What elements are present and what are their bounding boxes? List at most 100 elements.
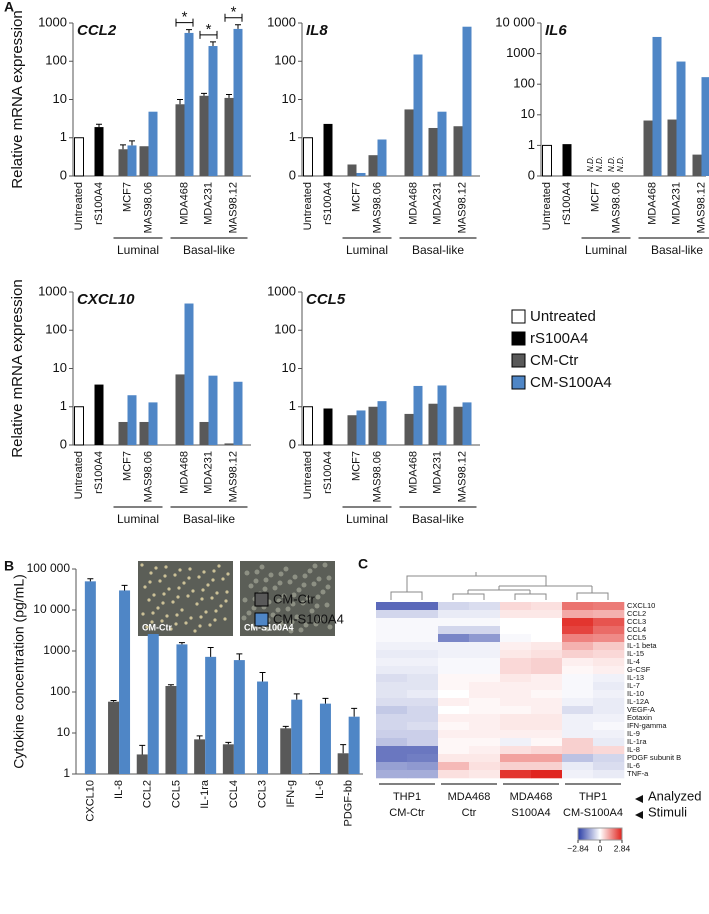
heatmap-cell bbox=[407, 610, 439, 619]
x-tick-label: MDA231 bbox=[202, 182, 214, 225]
bar bbox=[347, 164, 357, 176]
bar bbox=[184, 32, 194, 177]
heatmap-cell bbox=[531, 642, 563, 651]
heatmap-cell bbox=[469, 730, 501, 739]
y-tick-label: 1 bbox=[528, 137, 535, 152]
inset-cell bbox=[186, 594, 190, 598]
y-tick-label: 100 bbox=[45, 322, 67, 337]
heatmap-cell bbox=[469, 658, 501, 667]
heatmap-cell bbox=[407, 682, 439, 691]
heatmap-cell bbox=[500, 634, 532, 643]
heatmap-cell bbox=[531, 618, 563, 627]
dendrogram-branch bbox=[468, 586, 547, 600]
inset-cell bbox=[167, 587, 171, 591]
row-label: Eotaxin bbox=[627, 713, 652, 722]
x-tick-label: MDA468 bbox=[178, 182, 190, 225]
heatmap-cell bbox=[438, 698, 470, 707]
bar bbox=[377, 401, 387, 445]
bar bbox=[303, 137, 313, 177]
heatmap-cell bbox=[438, 674, 470, 683]
bar bbox=[428, 403, 438, 445]
inset-cell bbox=[226, 572, 230, 576]
bar bbox=[176, 644, 188, 774]
inset-cell bbox=[162, 592, 166, 596]
stimuli-label: Stimuli bbox=[648, 804, 687, 819]
heatmap-cell bbox=[531, 698, 563, 707]
heatmap-cell bbox=[500, 746, 532, 755]
heatmap-cell bbox=[562, 650, 594, 659]
bar bbox=[462, 402, 472, 445]
heatmap-cell bbox=[407, 690, 439, 699]
inset-cell bbox=[259, 564, 265, 570]
inset-cell bbox=[307, 568, 313, 574]
chart-title: IL6 bbox=[545, 22, 567, 39]
x-tick-label: CCL4 bbox=[228, 780, 240, 808]
heatmap-cell bbox=[593, 762, 625, 771]
dendrogram-branch bbox=[406, 572, 547, 588]
inset-cell bbox=[224, 599, 228, 603]
inset-cell bbox=[140, 563, 144, 567]
heatmap-cell bbox=[438, 634, 470, 643]
heatmap-cell bbox=[407, 714, 439, 723]
heatmap-cell bbox=[376, 650, 408, 659]
inset-cell bbox=[311, 581, 317, 587]
inset-cell bbox=[206, 583, 210, 587]
inset-cell bbox=[219, 604, 223, 608]
heatmap-cell bbox=[531, 626, 563, 635]
y-tick-label: 100 bbox=[274, 322, 296, 337]
bar bbox=[199, 95, 209, 176]
value-label: N.D. bbox=[616, 156, 625, 172]
inset-cell bbox=[298, 627, 304, 633]
y-tick-label: 100 bbox=[45, 53, 67, 68]
x-tick-label: rS100A4 bbox=[93, 451, 105, 494]
inset-cell bbox=[320, 589, 326, 595]
row-label: CCL4 bbox=[627, 625, 646, 634]
error-bar bbox=[210, 41, 216, 47]
bar bbox=[428, 127, 438, 176]
heatmap-cell bbox=[469, 762, 501, 771]
error-bar bbox=[340, 744, 347, 754]
x-tick-label: MAS98.12 bbox=[695, 182, 707, 233]
x-tick-label: IL-6 bbox=[314, 780, 326, 799]
heatmap-cell bbox=[438, 658, 470, 667]
heatmap-cell bbox=[469, 698, 501, 707]
heatmap-cell bbox=[469, 706, 501, 715]
x-tick-label: Untreated bbox=[73, 451, 85, 499]
error-bar bbox=[207, 646, 214, 657]
heatmap-cell bbox=[376, 754, 408, 763]
error-bar bbox=[177, 99, 183, 105]
bar bbox=[118, 421, 128, 445]
heatmap-cell bbox=[438, 610, 470, 619]
y-axis-label: Relative mRNA expression bbox=[9, 279, 26, 457]
y-tick-label: 100 bbox=[274, 53, 296, 68]
heatmap-cell bbox=[531, 674, 563, 683]
heatmap-cell bbox=[438, 706, 470, 715]
y-tick-label: 0 bbox=[60, 436, 67, 451]
value-label: N.D. bbox=[586, 156, 595, 172]
inset-cell bbox=[171, 600, 175, 604]
y-tick-label: 0 bbox=[289, 167, 296, 182]
y-tick-label: 10 bbox=[57, 725, 71, 739]
x-tick-label: MDA231 bbox=[431, 451, 443, 494]
heatmap-cell bbox=[531, 770, 563, 779]
bar bbox=[404, 109, 414, 176]
heatmap-cell bbox=[593, 618, 625, 627]
heatmap-cell bbox=[469, 602, 501, 611]
error-bar bbox=[178, 642, 185, 645]
bar bbox=[118, 149, 128, 176]
heatmap-cell bbox=[469, 746, 501, 755]
group-analyzed: THP1 bbox=[393, 791, 421, 803]
heatmap-cell bbox=[562, 674, 594, 683]
inset-cell bbox=[251, 605, 257, 611]
group-analyzed: MDA468 bbox=[448, 791, 491, 803]
row-label: VEGF-A bbox=[627, 705, 655, 714]
x-tick-label: MCF7 bbox=[589, 182, 601, 212]
inset-label: CM-S100A4 bbox=[244, 622, 294, 632]
inset-cell bbox=[268, 572, 274, 578]
group-label: Luminal bbox=[585, 243, 627, 257]
x-tick-label: MCF7 bbox=[121, 182, 133, 212]
y-tick-label: 1 bbox=[60, 129, 67, 144]
significance-label: * bbox=[182, 9, 188, 26]
y-tick-label: 10 000 bbox=[33, 602, 70, 616]
